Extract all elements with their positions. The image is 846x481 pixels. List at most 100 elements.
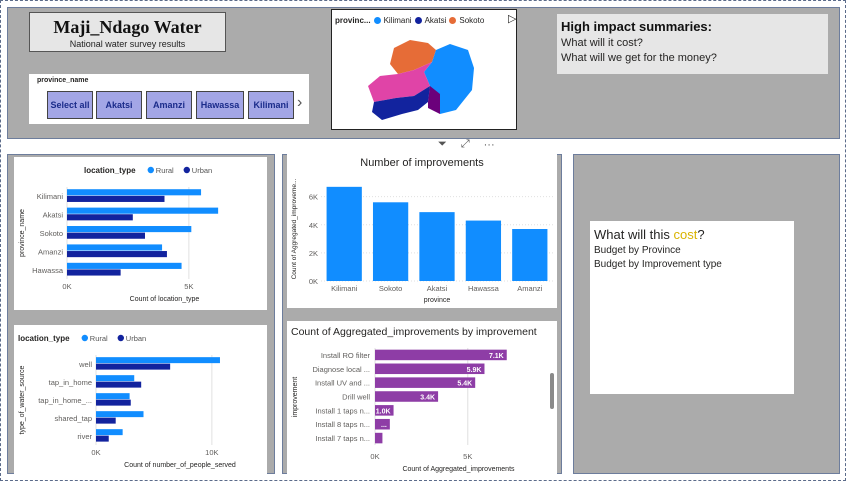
map-region-amanzi bbox=[428, 86, 440, 114]
category-label: Install 7 taps n... bbox=[315, 434, 370, 443]
category-label: Akatsi bbox=[427, 284, 448, 293]
slicer-button-amanzi[interactable]: Amanzi bbox=[146, 91, 192, 119]
category-label: Sokoto bbox=[379, 284, 402, 293]
x-tick-label: 0K bbox=[62, 282, 71, 291]
bar-rural bbox=[96, 393, 130, 400]
x-tick-label: 0K bbox=[91, 448, 100, 457]
slicer-button-hawassa[interactable]: Hawassa bbox=[196, 91, 244, 119]
legend-dot-icon bbox=[183, 166, 190, 174]
chart2-svg: Number of improvements 0K 2K 4K 6K Kilimani So… bbox=[291, 157, 553, 304]
data-label: ... bbox=[381, 422, 387, 429]
legend-dot-icon bbox=[414, 17, 422, 24]
category-label: Amanzi bbox=[517, 284, 542, 293]
category-label: Install 1 taps n... bbox=[315, 406, 370, 415]
bar-rural bbox=[96, 357, 220, 364]
x-axis-title: province bbox=[424, 297, 451, 304]
data-label: 3.4K bbox=[420, 395, 435, 402]
more-options-icon[interactable]: ··· bbox=[483, 138, 495, 151]
data-label: 1.0K bbox=[376, 408, 391, 415]
bar-rural bbox=[67, 207, 219, 214]
bar-urban bbox=[67, 232, 145, 239]
data-label: 5.9K bbox=[467, 367, 482, 374]
improvements-by-type-chart[interactable]: Count of Aggregated_improvements by impr… bbox=[287, 321, 557, 475]
x-tick-label: 10K bbox=[205, 448, 218, 457]
y-tick-label: 4K bbox=[309, 221, 318, 230]
slicer-button-kilimani[interactable]: Kilimani bbox=[248, 91, 294, 119]
y-axis-title: type_of_water_source bbox=[19, 365, 26, 434]
category-label: shared_tap bbox=[54, 414, 92, 423]
legend-entry-rural: Rural bbox=[90, 334, 108, 343]
category-label: Hawassa bbox=[468, 284, 500, 293]
visual-header-toolbar: ⏷ ⤢ ··· bbox=[438, 138, 495, 151]
report-title: Maji_Ndago Water bbox=[53, 17, 202, 37]
slicer-next-icon[interactable]: › bbox=[297, 94, 303, 111]
map-legend-akatsi: Akatsi bbox=[424, 16, 447, 25]
category-label: Drill well bbox=[342, 393, 370, 402]
data-label: 5.4K bbox=[457, 381, 472, 388]
y-axis-title: improvement bbox=[292, 377, 299, 418]
category-label: Diagnose local ... bbox=[312, 365, 370, 374]
map-legend: provinc... Kilimani Akatsi Sokoto bbox=[335, 16, 484, 25]
slicer-button-select-all[interactable]: Select all bbox=[47, 91, 93, 119]
category-label: river bbox=[77, 432, 92, 441]
bar-rural bbox=[67, 226, 192, 233]
bar-urban bbox=[96, 363, 171, 370]
legend-title: location_type bbox=[18, 334, 70, 343]
x-axis-title: Count of number_of_people_served bbox=[124, 462, 236, 469]
chart-scrollbar[interactable] bbox=[550, 373, 554, 409]
location-type-by-province-chart[interactable]: location_type Rural Urban 0K 5K Kilimani Akats… bbox=[14, 157, 267, 310]
category-label: Hawassa bbox=[32, 266, 64, 275]
cost-title-pre: What will this bbox=[594, 227, 674, 242]
map-play-icon[interactable]: ▷ bbox=[508, 13, 517, 25]
chart-title: Count of Aggregated_improvements by impr… bbox=[291, 326, 537, 338]
bar bbox=[512, 229, 548, 281]
category-label: Akatsi bbox=[43, 211, 64, 220]
legend-dot-icon bbox=[373, 17, 381, 24]
bar-urban bbox=[67, 195, 165, 202]
bar bbox=[375, 377, 476, 388]
x-tick-label: 5K bbox=[184, 282, 193, 291]
category-label: Install 8 taps n... bbox=[315, 420, 370, 429]
slicer-label: province_name bbox=[37, 77, 89, 84]
bar-urban bbox=[67, 269, 121, 276]
slicer-button-akatsi[interactable]: Akatsi bbox=[96, 91, 142, 119]
x-axis-title: Count of Aggregated_improvements bbox=[402, 466, 515, 473]
chart4-svg: Count of Aggregated_improvements by impr… bbox=[291, 326, 537, 473]
bar-urban bbox=[67, 251, 167, 258]
category-label: Kilimani bbox=[37, 192, 64, 201]
report-subtitle: National water survey results bbox=[69, 39, 186, 49]
legend-title: location_type bbox=[84, 166, 136, 175]
chart3-svg: location_type Rural Urban 0K 10K well tap_in_h… bbox=[18, 334, 236, 469]
bar-rural bbox=[67, 244, 163, 251]
bar bbox=[372, 202, 409, 281]
map-region-sokoto bbox=[390, 40, 436, 74]
y-tick-label: 0K bbox=[309, 277, 318, 286]
report-title-card: Maji_Ndago Water National water survey r… bbox=[29, 12, 226, 52]
bar bbox=[326, 186, 362, 281]
legend-dot-icon bbox=[117, 334, 125, 342]
bar-urban bbox=[96, 435, 109, 442]
bar-urban bbox=[96, 417, 116, 424]
bar bbox=[465, 220, 502, 281]
category-label: Kilimani bbox=[331, 284, 358, 293]
number-of-improvements-chart[interactable]: Number of improvements 0K 2K 4K 6K Kilimani So… bbox=[287, 153, 557, 308]
province-map[interactable]: provinc... Kilimani Akatsi Sokoto ▷ bbox=[331, 9, 517, 130]
focus-mode-icon[interactable]: ⤢ bbox=[460, 138, 470, 150]
legend-dot-icon bbox=[81, 334, 89, 342]
bar bbox=[375, 432, 383, 444]
data-label: 7.1K bbox=[489, 353, 504, 360]
province-slicer: province_name Select all Akatsi Amanzi H… bbox=[29, 74, 309, 124]
budget-by-province-link[interactable]: Budget by Province bbox=[594, 245, 681, 256]
category-label: tap_in_home bbox=[49, 378, 92, 387]
summary-cost-question: What will it cost? bbox=[561, 37, 643, 49]
budget-by-improvement-link[interactable]: Budget by Improvement type bbox=[594, 259, 722, 270]
y-tick-label: 6K bbox=[309, 193, 318, 202]
cost-title-post: ? bbox=[697, 227, 705, 242]
filter-icon[interactable]: ⏷ bbox=[438, 138, 447, 150]
x-axis-title: Count of location_type bbox=[130, 296, 200, 303]
map-region-akatsi bbox=[372, 86, 430, 120]
bar bbox=[375, 349, 507, 361]
map-shapes bbox=[368, 40, 474, 120]
people-served-by-source-chart[interactable]: location_type Rural Urban 0K 10K well tap_in_h… bbox=[14, 325, 267, 475]
bar-urban bbox=[96, 381, 142, 388]
